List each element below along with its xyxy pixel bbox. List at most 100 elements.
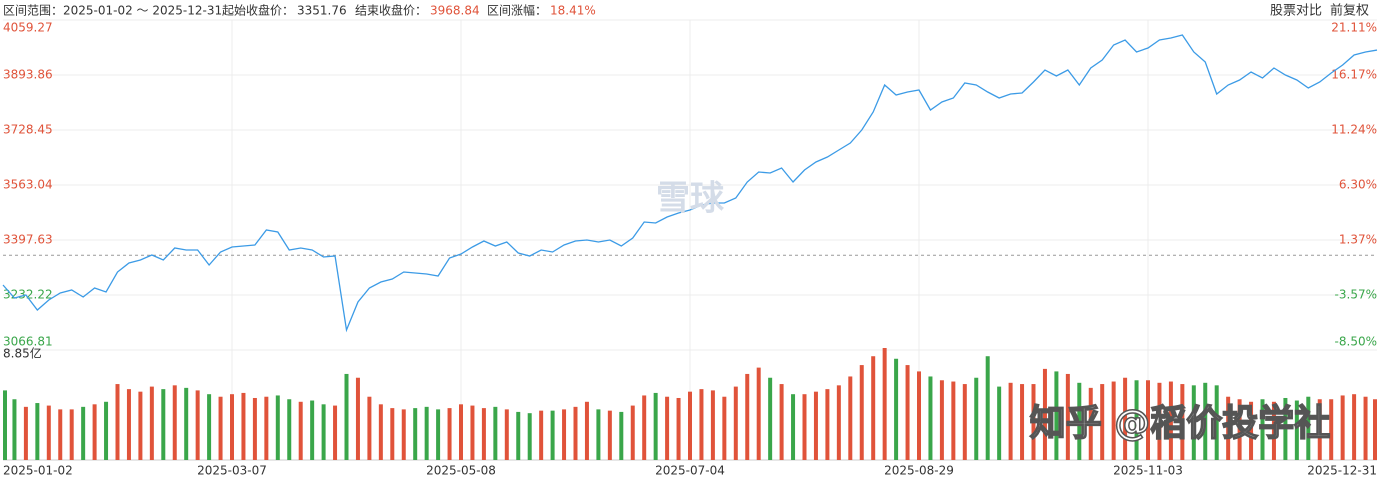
volume-bar	[390, 408, 395, 460]
volume-bar	[195, 390, 200, 460]
volume-bar	[115, 384, 120, 460]
volume-bar	[447, 408, 452, 460]
volume-bar	[516, 411, 521, 460]
volume-bar	[1260, 399, 1265, 460]
volume-bar	[1134, 380, 1139, 460]
volume-bar	[1146, 380, 1150, 460]
x-tick-label: 2025-08-29	[884, 464, 954, 478]
volume-bar	[1008, 382, 1013, 460]
y-tick-label: 3066.81	[3, 335, 53, 349]
volume-bar	[848, 376, 853, 460]
watermark-brand: 雪球	[656, 179, 725, 219]
volume-bar	[733, 386, 738, 460]
volume-bar	[962, 384, 967, 460]
y2-tick-label: 21.11%	[1331, 21, 1377, 35]
volume-bar	[550, 410, 555, 460]
volume-bar	[630, 405, 635, 460]
y-tick-label: 4059.27	[3, 21, 53, 35]
volume-bar	[1180, 384, 1185, 460]
start-close: 3351.76	[297, 4, 347, 18]
y-tick-label: 3397.63	[3, 233, 53, 247]
volume-bar	[46, 405, 51, 460]
volume-bar	[997, 386, 1002, 460]
x-tick-label: 2025-03-07	[197, 464, 267, 478]
volume-bar	[333, 405, 338, 460]
end-label: 结束收盘价：	[355, 3, 427, 18]
volume-bar	[1306, 396, 1311, 460]
adjust-button[interactable]: 前复权	[1330, 3, 1369, 19]
volume-bar	[1111, 381, 1116, 460]
volume-bar	[745, 373, 750, 460]
volume-bar	[218, 396, 223, 460]
volume-bar	[298, 401, 303, 460]
volume-bar	[287, 399, 292, 460]
volume-bar	[493, 406, 498, 460]
volume-bar	[149, 386, 154, 460]
volume-bar	[1123, 377, 1128, 460]
volume-bar	[275, 395, 280, 460]
volume-bar	[607, 410, 612, 460]
volume-bar	[69, 409, 74, 460]
volume-bar	[917, 371, 921, 460]
volume-bar	[825, 389, 830, 460]
compare-button[interactable]: 股票对比	[1270, 4, 1322, 19]
volume-bar	[699, 389, 704, 460]
volume-bar	[104, 401, 109, 460]
volume-bar	[665, 396, 670, 460]
x-tick-label: 2025-11-03	[1113, 464, 1183, 478]
volume-bar	[1373, 399, 1377, 460]
volume-bar	[1020, 384, 1025, 460]
volume-bar	[1363, 396, 1368, 460]
volume-bar	[1340, 395, 1345, 460]
y2-tick-label: 11.24%	[1331, 123, 1377, 137]
volume-bar	[1077, 382, 1082, 460]
volume-bar	[23, 406, 28, 460]
volume-bar	[504, 409, 509, 460]
y-tick-label: 3232.22	[3, 288, 53, 302]
volume-bar	[424, 406, 429, 460]
volume-bar	[584, 401, 589, 460]
volume-bar	[871, 356, 876, 460]
volume-bar	[985, 356, 990, 460]
volume-bar	[207, 394, 212, 460]
volume-bar	[1100, 384, 1105, 460]
volume-bar	[126, 389, 131, 460]
y2-tick-label: 1.37%	[1339, 233, 1377, 247]
volume-bar	[756, 367, 761, 460]
volume-bar	[939, 380, 944, 460]
x-tick-label: 2025-05-08	[426, 464, 496, 478]
volume-bar	[642, 395, 647, 460]
volume-bar	[459, 404, 463, 460]
volume-bar	[367, 396, 372, 460]
volume-bar	[1191, 385, 1196, 460]
volume-bar	[252, 397, 257, 460]
volume-bar	[264, 396, 269, 460]
volume-bar	[894, 358, 899, 460]
volume-bar	[470, 405, 475, 460]
volume-bar	[1168, 381, 1173, 460]
volume-bar	[653, 392, 658, 460]
volume-bar	[481, 408, 486, 460]
x-tick-label: 2025-07-04	[655, 464, 725, 478]
volume-bar	[722, 396, 727, 460]
y2-tick-label: 16.17%	[1331, 68, 1377, 82]
volume-bar	[619, 411, 624, 460]
volume-bar	[1214, 385, 1219, 460]
volume-bar	[859, 365, 864, 460]
y2-tick-label: 6.30%	[1339, 178, 1377, 192]
volume-bar	[12, 399, 17, 460]
plot: 2025-01-02 2025-03-07 2025-05-08 2025-07-04…	[2, 19, 1378, 478]
y-tick-label: 3728.45	[3, 123, 53, 137]
volume-bar	[768, 377, 773, 460]
volume-bar	[710, 390, 715, 460]
volume-bar	[1271, 401, 1276, 460]
volume-bar	[539, 410, 544, 460]
volume-bar	[161, 389, 166, 460]
volume-bar	[1088, 387, 1093, 460]
volume-bar	[58, 409, 63, 460]
volume-bar	[882, 348, 887, 460]
volume-bar	[1203, 382, 1208, 460]
volume-bar	[1031, 384, 1036, 460]
volume-bar	[35, 403, 40, 460]
